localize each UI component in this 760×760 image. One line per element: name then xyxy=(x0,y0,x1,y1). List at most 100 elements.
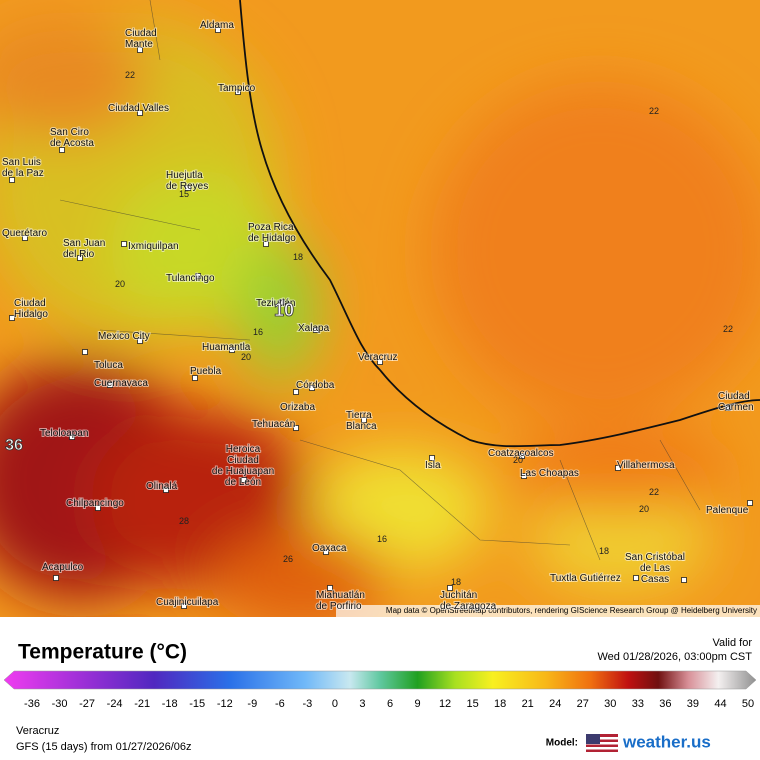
city-label: Tierra Blanca xyxy=(346,410,377,432)
city: Coatzacoalcos xyxy=(487,447,555,460)
city: Las Choapas xyxy=(519,467,580,480)
location: Veracruz xyxy=(16,725,59,737)
city-dot xyxy=(633,575,639,581)
city-dot xyxy=(53,575,59,581)
city: Olinalá xyxy=(145,480,179,493)
city-label: Poza Rica de Hidalgo xyxy=(248,222,296,244)
city: Mexico City xyxy=(97,330,151,344)
city-dot xyxy=(195,273,201,279)
city: Villahermosa xyxy=(615,459,676,472)
colorbar-tick-label: -36 xyxy=(24,698,40,710)
city-label-line: Las Choapas xyxy=(520,468,579,479)
city-label: Tehuacán xyxy=(252,419,295,430)
contour-label: 22 xyxy=(649,487,659,497)
city: San Juan del Rio xyxy=(62,237,106,261)
city-label: Huamantla xyxy=(202,342,251,353)
contour-label: 10 xyxy=(274,300,294,320)
city-label: Ciudad Mante xyxy=(125,28,157,50)
city: San Cristóbal de Las Casas xyxy=(624,551,687,586)
city-label: Olinalá xyxy=(146,481,178,492)
colorbar-tick-label: -3 xyxy=(302,698,312,710)
city-label: Orizaba xyxy=(280,402,315,413)
city-dot xyxy=(293,425,299,431)
city-label-line: Isla xyxy=(425,460,441,471)
city: Xalapa xyxy=(297,322,331,335)
city-label-line: de Acosta xyxy=(50,138,94,149)
city-label-line: Chilpancingo xyxy=(66,498,124,509)
colorbar-tick-label: 18 xyxy=(494,698,506,710)
city-label: Ixmiquilpan xyxy=(128,241,179,252)
city-label-line: Xalapa xyxy=(298,323,330,334)
city-dot xyxy=(229,347,235,353)
contour-label: 28 xyxy=(179,516,189,526)
city: Cuernavaca xyxy=(93,377,149,390)
city-label-line: de Hidalgo xyxy=(248,233,296,244)
city: Puebla xyxy=(189,365,223,381)
city-label-line: Mexico City xyxy=(98,331,150,342)
city: Teloloapan xyxy=(39,427,89,440)
city-label: Chilpancingo xyxy=(66,498,124,509)
city-label: Isla xyxy=(425,460,441,471)
city-label-line: Casas xyxy=(641,574,669,585)
city-label: Teziutlán xyxy=(256,298,295,309)
city: Isla xyxy=(424,455,442,472)
model-run: GFS (15 days) from 01/27/2026/06z xyxy=(16,741,191,753)
city: Heroica Ciudad de Huajuapan de León xyxy=(211,443,275,489)
city-dot xyxy=(309,385,315,391)
city-label-line: Veracruz xyxy=(358,352,397,363)
city: Oaxaca xyxy=(311,542,348,555)
city-dot xyxy=(82,349,88,355)
city: Poza Rica de Hidalgo xyxy=(247,221,297,247)
city-label-line: de León xyxy=(225,477,261,488)
city-label-line: Ciudad xyxy=(14,298,46,309)
city-dot xyxy=(429,455,435,461)
city-label: Villahermosa xyxy=(617,460,675,471)
city: Orizaba xyxy=(279,389,316,414)
colorbar-tick-label: 33 xyxy=(632,698,644,710)
city-label: Heroica Ciudad de Huajuapan de León xyxy=(212,444,274,488)
city-label: San Cristóbal de Las Casas xyxy=(625,552,685,585)
city-label-line: de la Paz xyxy=(2,168,44,179)
city-label: Huejutla de Reyes xyxy=(166,170,208,192)
city-label-line: Ciudad xyxy=(227,455,259,466)
city-label-line: Orizaba xyxy=(280,402,315,413)
city-label: Miahuatlán de Porfirio xyxy=(316,590,365,612)
city-label-line: Poza Rica xyxy=(248,222,294,233)
legend-title: Temperature (°C) xyxy=(18,641,187,664)
city-label-line: Acapulco xyxy=(42,562,84,573)
colorbar-tick-label: -18 xyxy=(162,698,178,710)
colorbar-tick-label: -6 xyxy=(275,698,285,710)
city-label: Coatzacoalcos xyxy=(488,448,554,459)
city-dot xyxy=(181,603,187,609)
city-dot xyxy=(137,338,143,344)
city: Huamantla xyxy=(201,341,252,354)
contour-label: 22 xyxy=(649,106,659,116)
city-dot xyxy=(263,241,269,247)
city-label-line: Mante xyxy=(125,39,153,50)
city: Juchitán de Zaragoza xyxy=(439,585,498,613)
city: San Ciro de Acosta xyxy=(49,126,95,153)
city-dot xyxy=(77,255,83,261)
city-label-line: Teziutlán xyxy=(256,298,295,309)
colorbar-tick-label: -15 xyxy=(189,698,205,710)
city-label-line: del Rio xyxy=(63,249,95,260)
city-label-line: Ciudad xyxy=(125,28,157,39)
city-label: Tulancingo xyxy=(166,273,215,284)
city: Ciudad Mante xyxy=(124,27,158,53)
city-label: Cuajinicuilapa xyxy=(156,597,219,608)
city-dot xyxy=(377,359,383,365)
city-label-line: de Reyes xyxy=(166,181,208,192)
city-dot xyxy=(293,389,299,395)
city: Tulancingo xyxy=(165,272,216,285)
city: Ciudad Valles xyxy=(107,102,170,116)
city: Aldama xyxy=(199,19,235,33)
city-label: Aldama xyxy=(200,20,234,31)
city-dot xyxy=(137,47,143,53)
contour-label: 16 xyxy=(377,534,387,544)
city-dot xyxy=(327,585,333,591)
map: Map data © OpenStreetMap contributors, r… xyxy=(0,0,760,617)
city: Veracruz xyxy=(357,351,398,365)
city-label: San Ciro de Acosta xyxy=(50,127,94,149)
city-dot xyxy=(192,375,198,381)
brand-logo: weather.us xyxy=(622,732,711,751)
